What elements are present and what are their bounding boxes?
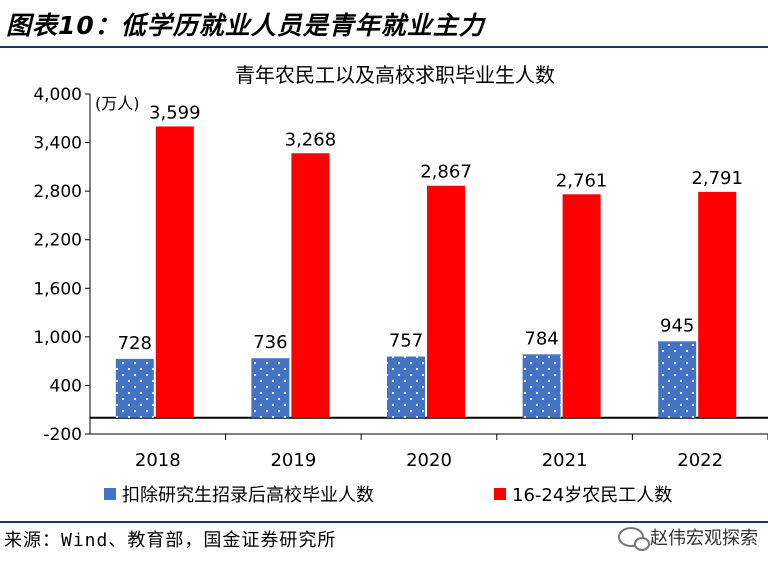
y-tick-label: 2,800 [33,182,82,202]
bar-series2 [155,126,194,418]
legend-swatch-blue [104,488,116,500]
title-rule [0,46,768,48]
figure-title: 图表10：低学历就业人员是青年就业主力 [6,11,485,40]
x-tick-label: 2020 [406,450,452,471]
bar-series1 [115,358,154,418]
x-tick-label: 2021 [542,450,588,471]
legend-label-series2: 16-24岁农民工人数 [512,485,673,506]
y-tick-label: -200 [43,425,82,445]
wechat-icon [618,527,650,551]
y-tick-label: 2,200 [33,231,82,251]
data-label-series1: 728 [118,333,152,354]
bar-series1 [522,354,561,418]
y-tick-label: 400 [50,376,82,396]
legend-item-series1: 扣除研究生招录后高校毕业人数 [104,481,374,507]
data-label-series2: 3,599 [149,102,201,123]
data-label-series1: 757 [389,331,423,352]
watermark: 赵伟宏观探索 [618,524,758,551]
y-tick-label: 1,600 [33,279,82,299]
x-tick-label: 2018 [135,450,181,471]
bar-series1 [387,356,425,418]
source-note: 来源：Wind、教育部，国金证券研究所 [4,530,337,551]
legend-swatch-red [494,488,506,500]
y-unit-label: (万人) [95,94,140,113]
y-tick-label: 1,000 [33,328,82,348]
data-label-series1: 945 [660,315,694,336]
bar-chart: 青年农民工以及高校求职毕业生人数 (万人) -200 400 1,000 1,600 2… [33,63,768,471]
legend-item-series2: 16-24岁农民工人数 [494,481,672,507]
legend-label-series1: 扣除研究生招录后高校毕业人数 [122,485,374,506]
data-label-series2: 3,268 [285,129,337,150]
bar-series1 [658,341,697,418]
watermark-text: 赵伟宏观探索 [650,528,758,549]
chart-title: 青年农民工以及高校求职毕业生人数 [235,63,555,87]
bar-series2 [291,153,330,418]
data-label-series1: 784 [524,328,558,349]
data-label-series2: 2,761 [556,170,608,191]
bar-series1 [251,358,290,418]
x-tick-label: 2019 [270,450,316,471]
data-label-series2: 2,867 [420,162,472,183]
footer-rule [0,521,768,523]
bar-series2 [562,194,601,418]
y-tick-label: 3,400 [33,134,82,154]
data-label-series2: 2,791 [691,168,743,189]
y-tick-label: 4,000 [33,85,82,105]
data-label-series1: 736 [253,332,287,353]
bar-series2 [427,185,465,418]
x-tick-label: 2022 [677,450,723,471]
bar-series2 [698,191,737,418]
